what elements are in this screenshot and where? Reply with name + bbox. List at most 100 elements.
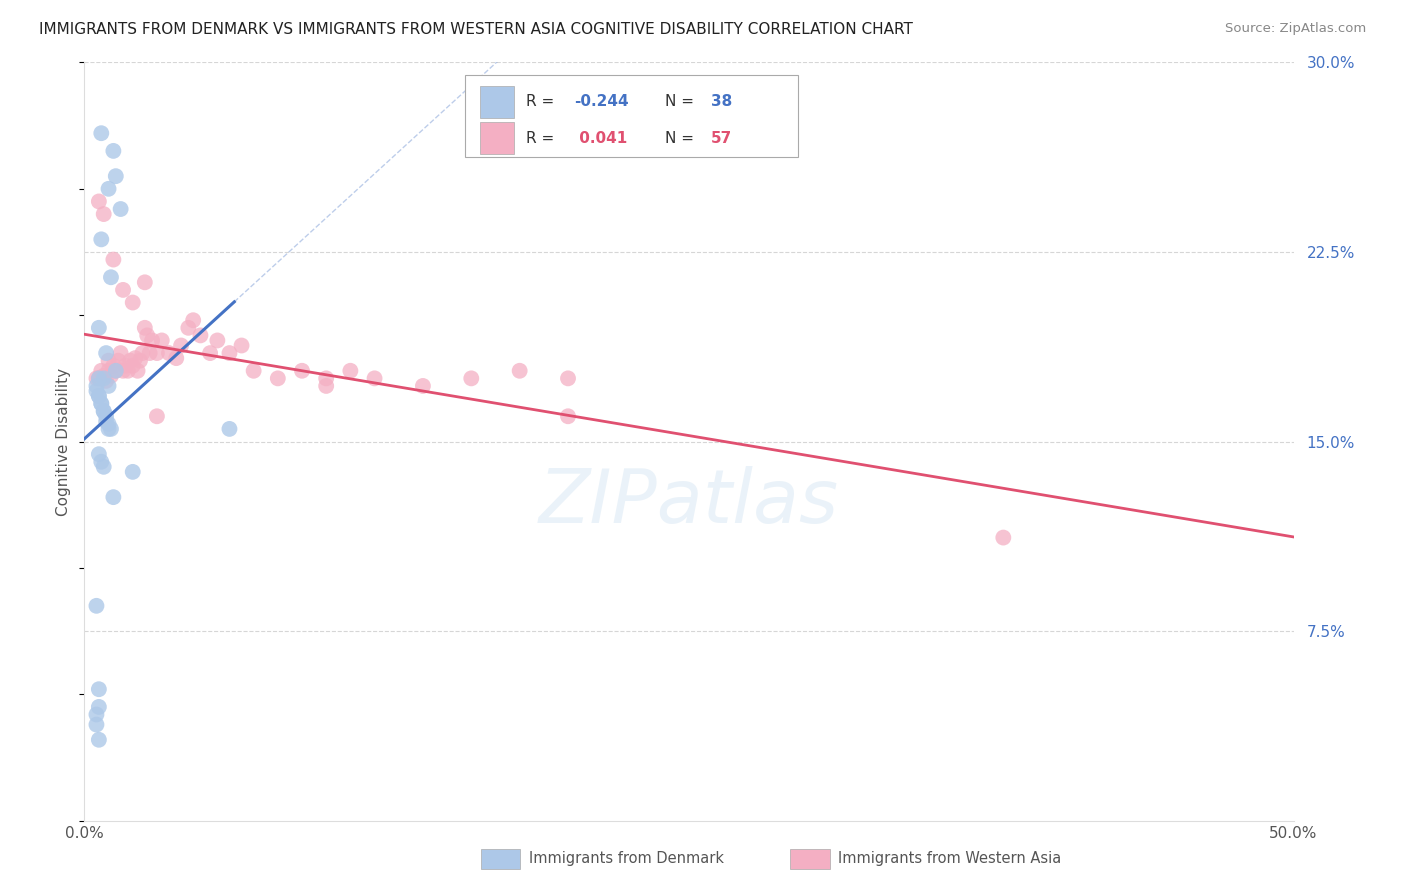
Point xyxy=(87,389,110,403)
Point xyxy=(104,364,127,378)
Text: IMMIGRANTS FROM DENMARK VS IMMIGRANTS FROM WESTERN ASIA COGNITIVE DISABILITY COR: IMMIGRANTS FROM DENMARK VS IMMIGRANTS FR… xyxy=(39,22,914,37)
Point xyxy=(114,359,136,373)
Point xyxy=(150,334,173,348)
Text: Immigrants from Denmark: Immigrants from Denmark xyxy=(529,851,724,865)
Point xyxy=(339,364,361,378)
Point xyxy=(107,353,129,368)
Text: 57: 57 xyxy=(710,131,733,145)
Point xyxy=(207,334,229,348)
Point xyxy=(97,364,120,378)
Point xyxy=(190,328,212,343)
Text: Source: ZipAtlas.com: Source: ZipAtlas.com xyxy=(1226,22,1367,36)
Point xyxy=(146,346,169,360)
Point xyxy=(993,531,1015,545)
Point xyxy=(93,368,115,383)
Point xyxy=(86,384,108,398)
Text: N =: N = xyxy=(665,95,699,110)
Point xyxy=(242,364,264,378)
Point xyxy=(94,374,117,388)
Point xyxy=(117,364,139,378)
Point xyxy=(131,346,153,360)
Y-axis label: Cognitive Disability: Cognitive Disability xyxy=(56,368,72,516)
Point xyxy=(97,353,120,368)
FancyBboxPatch shape xyxy=(479,122,513,154)
Point xyxy=(136,328,159,343)
Point xyxy=(198,346,221,360)
Point xyxy=(94,414,117,428)
Point xyxy=(103,144,125,158)
Point xyxy=(86,599,108,613)
Point xyxy=(129,353,152,368)
Point xyxy=(103,252,125,267)
Point xyxy=(124,351,146,366)
Point xyxy=(90,232,112,246)
Text: -0.244: -0.244 xyxy=(574,95,628,110)
Point xyxy=(90,396,112,410)
Point xyxy=(97,422,120,436)
Text: 0.041: 0.041 xyxy=(574,131,627,145)
Point xyxy=(509,364,531,378)
Point xyxy=(557,371,579,385)
Point xyxy=(138,346,160,360)
Point xyxy=(86,717,108,731)
Point xyxy=(93,207,115,221)
Point xyxy=(93,404,115,418)
Point xyxy=(363,371,385,385)
Point xyxy=(127,364,149,378)
Text: ZIPatlas: ZIPatlas xyxy=(538,467,839,538)
Point xyxy=(87,682,110,697)
Point xyxy=(100,422,122,436)
Point xyxy=(267,371,290,385)
FancyBboxPatch shape xyxy=(479,86,513,118)
Point xyxy=(93,459,115,474)
Point xyxy=(100,270,122,285)
Point xyxy=(170,338,193,352)
Point xyxy=(93,404,115,418)
Point xyxy=(94,409,117,424)
Point xyxy=(134,320,156,334)
Point xyxy=(218,422,240,436)
Point xyxy=(181,313,204,327)
Point xyxy=(97,417,120,431)
Point xyxy=(110,202,132,216)
Point xyxy=(87,389,110,403)
Point xyxy=(112,364,135,378)
Point xyxy=(134,275,156,289)
Point xyxy=(177,320,200,334)
Point xyxy=(121,359,143,373)
Point xyxy=(87,732,110,747)
Point xyxy=(87,699,110,714)
Point xyxy=(86,379,108,393)
Point xyxy=(104,364,127,378)
Point xyxy=(90,126,112,140)
Point xyxy=(110,346,132,360)
Point xyxy=(86,371,108,385)
Point xyxy=(94,346,117,360)
Point xyxy=(103,490,125,504)
Text: N =: N = xyxy=(665,131,699,145)
Point xyxy=(97,182,120,196)
Point xyxy=(112,283,135,297)
Point xyxy=(121,465,143,479)
Point xyxy=(291,364,314,378)
Point xyxy=(412,379,434,393)
Text: R =: R = xyxy=(526,95,558,110)
Text: Immigrants from Western Asia: Immigrants from Western Asia xyxy=(838,851,1062,865)
Point xyxy=(157,346,180,360)
Point xyxy=(315,379,337,393)
Point xyxy=(90,455,112,469)
Text: R =: R = xyxy=(526,131,558,145)
Point xyxy=(97,379,120,393)
Point xyxy=(146,409,169,424)
Point xyxy=(165,351,187,366)
Text: 38: 38 xyxy=(710,95,733,110)
Point xyxy=(557,409,579,424)
Point xyxy=(87,320,110,334)
Point xyxy=(87,371,110,385)
FancyBboxPatch shape xyxy=(465,75,797,157)
Point xyxy=(120,353,142,368)
Point xyxy=(231,338,253,352)
Point xyxy=(90,396,112,410)
Point xyxy=(90,364,112,378)
Point xyxy=(100,368,122,383)
